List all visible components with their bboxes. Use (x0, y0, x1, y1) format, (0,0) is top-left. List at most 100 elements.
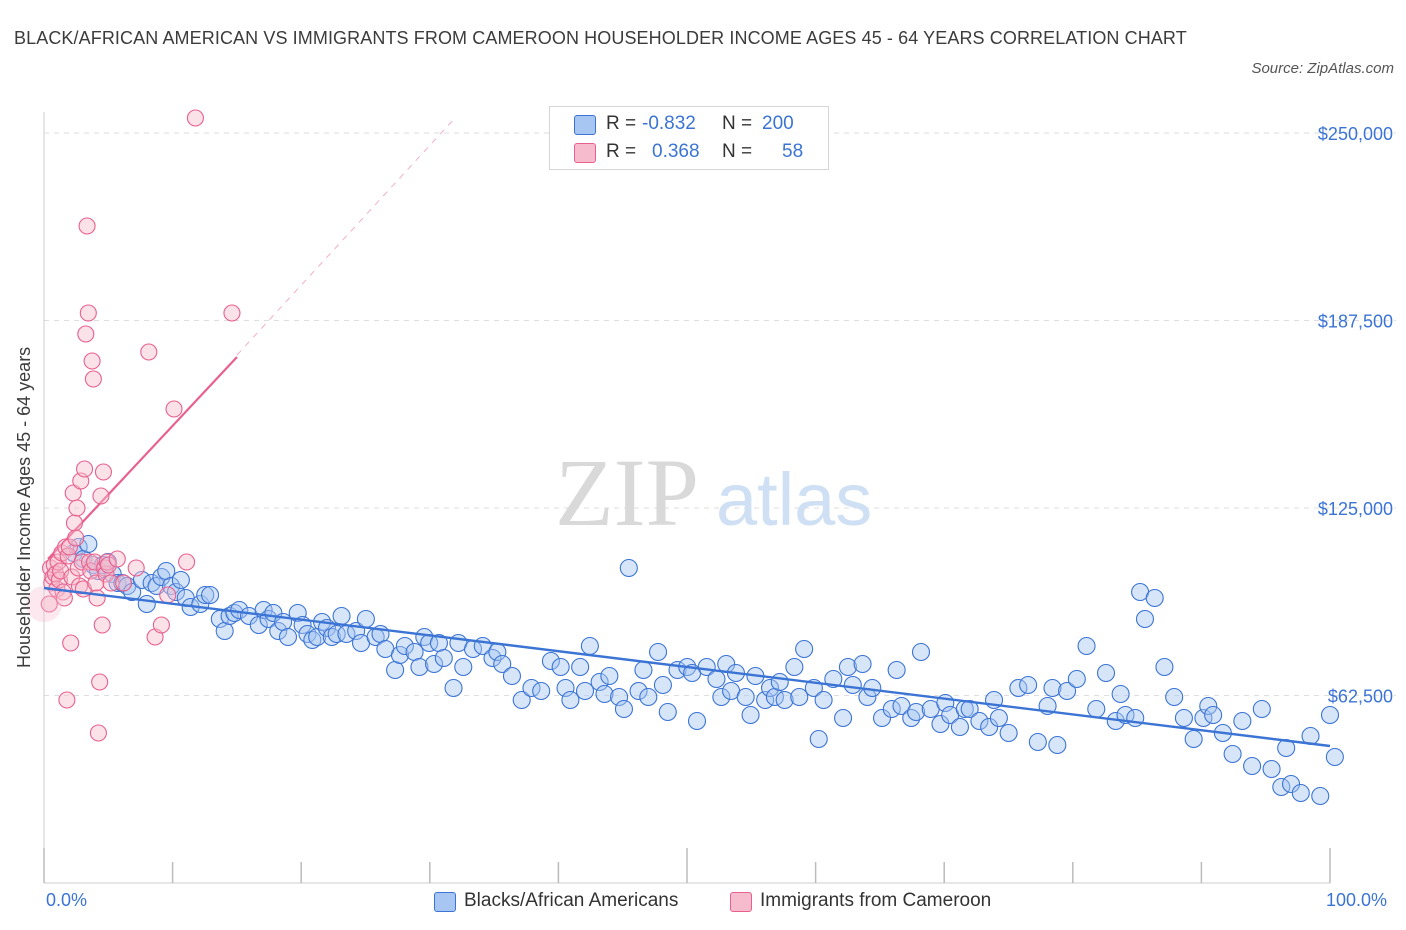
legend-n-label: N = (722, 113, 753, 134)
blue-point (1262, 759, 1281, 779)
correlation-legend: R = -0.832 N = 200 R = 0.368 N = 58 (549, 106, 829, 170)
blue-point (872, 708, 892, 728)
blue-point (551, 657, 570, 677)
legend-r-value: -0.832 (642, 113, 696, 134)
blue-point (1272, 777, 1291, 797)
blue-point (390, 645, 410, 665)
blue-point (123, 582, 142, 602)
blue-point (1199, 696, 1218, 716)
blue-point (1028, 732, 1047, 752)
blue-point (970, 711, 989, 731)
pink-point (140, 343, 158, 361)
blue-point (1223, 744, 1242, 764)
blue-point (882, 699, 901, 719)
blue-point (600, 666, 619, 686)
blue-point (108, 573, 127, 593)
blue-trend-line (43, 586, 1331, 748)
blue-point (322, 627, 341, 647)
legend-r-label: R = (606, 141, 637, 162)
blue-point (493, 654, 512, 674)
blue-point (980, 717, 999, 737)
blue-point (541, 651, 560, 671)
blue-point (736, 687, 755, 707)
bottom-legend-label-blue: Blacks/African Americans (464, 890, 679, 911)
y-tick-label: $250,000 (1318, 124, 1393, 144)
blue-point (756, 690, 775, 710)
blue-point (162, 576, 181, 596)
blue-point (610, 687, 629, 707)
blue-point (1204, 705, 1223, 725)
pink-point (86, 553, 104, 571)
blue-point (1048, 735, 1067, 755)
blue-point (215, 621, 234, 641)
blue-point (629, 681, 648, 701)
blue-point (425, 654, 444, 674)
blue-point (653, 675, 672, 695)
y-axis-label: Householder Income Ages 45 - 64 years (14, 346, 34, 668)
blue-point (790, 687, 809, 707)
legend-swatch-pink (574, 143, 596, 163)
pink-point (108, 550, 126, 568)
blue-point (483, 648, 502, 668)
blue-point (843, 675, 862, 695)
blue-point (79, 534, 98, 554)
pink-point (62, 634, 80, 652)
pink-point (178, 553, 196, 571)
blue-point (454, 657, 473, 677)
blue-point (332, 606, 351, 626)
blue-point (590, 672, 609, 692)
legend-r-value: 0.368 (652, 141, 700, 162)
blue-point (775, 690, 794, 710)
blue-point (556, 678, 575, 698)
blue-point (303, 630, 322, 650)
pink-trend-line (47, 117, 456, 560)
pink-point (92, 487, 110, 505)
blue-point (697, 657, 716, 677)
blue-point (770, 672, 789, 692)
blue-point (1184, 729, 1203, 749)
y-tick-label: $62,500 (1328, 687, 1393, 707)
blue-point (1155, 657, 1174, 677)
blue-point (288, 603, 307, 623)
pink-point (75, 460, 94, 478)
pink-point (115, 574, 133, 592)
pink-point (186, 109, 204, 127)
blue-point (1252, 699, 1271, 719)
blue-point (1058, 681, 1077, 701)
blue-point (1165, 687, 1184, 707)
blue-point (152, 567, 171, 587)
blue-point (687, 711, 707, 731)
axes (43, 112, 1331, 884)
blue-point (1135, 609, 1155, 629)
blue-point (1281, 774, 1301, 794)
blue-point (619, 558, 638, 578)
blue-point (142, 573, 161, 593)
blue-point (137, 594, 156, 614)
blue-point (1325, 747, 1344, 767)
blue-point (1233, 711, 1252, 731)
blue-point (989, 708, 1008, 728)
pink-point (40, 595, 58, 613)
pink-point (67, 529, 85, 547)
blue-point (595, 684, 614, 704)
x-tick-label-max: 100.0% (1326, 890, 1388, 910)
blue-point (931, 714, 950, 734)
blue-point (902, 708, 921, 728)
blue-point (1243, 756, 1262, 776)
blue-point (907, 702, 926, 722)
blue-point (434, 648, 453, 668)
blue-point (648, 642, 668, 662)
blue-point (814, 690, 833, 710)
blue-point (1043, 678, 1062, 698)
pink-point (99, 556, 118, 574)
blue-point (1145, 588, 1164, 608)
blue-point (950, 717, 969, 737)
blue-point (201, 585, 220, 605)
blue-point (1194, 708, 1213, 728)
blue-point (1009, 678, 1028, 698)
pink-point (93, 616, 111, 634)
pink-point (79, 304, 97, 322)
pink-point (102, 574, 120, 592)
x-tick-label-min: 0.0% (46, 890, 88, 910)
